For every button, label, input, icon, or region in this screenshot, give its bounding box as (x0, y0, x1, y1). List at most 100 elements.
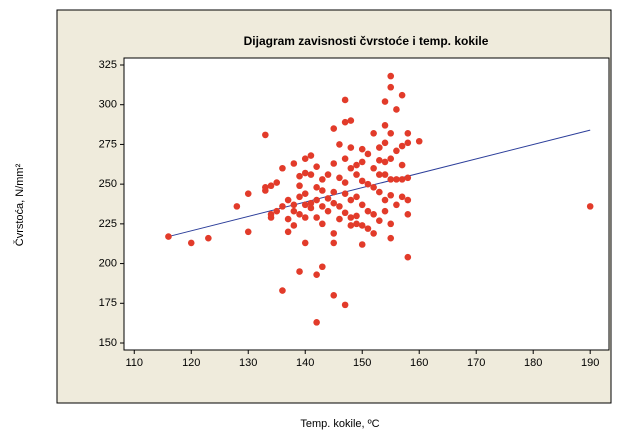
point (381, 196, 389, 204)
point (358, 201, 366, 209)
x-tick-label: 190 (581, 357, 599, 369)
point (370, 164, 377, 172)
x-tick-label: 150 (353, 357, 371, 369)
x-axis-label: Temp. kokile, ºC (300, 418, 379, 430)
point (404, 196, 412, 204)
point (370, 230, 377, 237)
x-tick-label: 120 (182, 357, 200, 369)
y-tick-label: 275 (99, 138, 117, 150)
point (330, 230, 338, 237)
point (324, 195, 332, 202)
point (398, 176, 406, 183)
point (233, 203, 241, 210)
point (381, 122, 389, 129)
point (290, 160, 298, 167)
point (358, 158, 366, 166)
point (330, 160, 338, 167)
point (381, 158, 389, 166)
point (387, 155, 395, 163)
point (313, 163, 320, 170)
point (404, 211, 412, 218)
point (330, 125, 338, 132)
point (319, 176, 326, 183)
point (341, 155, 349, 163)
point (296, 182, 303, 190)
point (307, 171, 315, 178)
y-tick-label: 175 (99, 297, 117, 309)
point (398, 142, 406, 150)
point (290, 201, 298, 209)
point (324, 171, 332, 178)
point (267, 182, 275, 190)
point (341, 118, 349, 126)
point (296, 268, 303, 275)
point (313, 214, 320, 221)
point (358, 177, 366, 185)
point (341, 209, 349, 217)
point (262, 131, 269, 139)
y-axis-label: Čvrstoća, N/mm² (13, 163, 26, 246)
point (301, 239, 309, 247)
point (347, 164, 355, 172)
point (330, 239, 338, 247)
point (347, 117, 355, 124)
point (187, 239, 195, 247)
x-tick-label: 170 (467, 357, 485, 369)
point (244, 228, 252, 236)
point (353, 161, 360, 169)
y-tick-label: 200 (99, 257, 117, 269)
point (290, 207, 298, 215)
point (353, 220, 360, 228)
point (586, 203, 594, 210)
point (284, 228, 292, 236)
point (324, 207, 332, 215)
point (290, 222, 298, 229)
point (319, 187, 326, 194)
point (341, 301, 349, 309)
point (353, 212, 360, 220)
point (404, 139, 412, 147)
point (319, 263, 326, 271)
point (376, 217, 383, 224)
point (284, 196, 292, 204)
point (364, 207, 372, 215)
point (387, 72, 395, 80)
point (364, 180, 372, 188)
point (313, 271, 320, 278)
point (296, 211, 303, 218)
point (279, 164, 286, 172)
x-tick-label: 140 (296, 357, 314, 369)
point (376, 157, 383, 164)
point (319, 203, 326, 210)
point (387, 191, 395, 199)
point (313, 319, 320, 326)
point (387, 83, 395, 91)
point (358, 145, 366, 153)
x-tick-label: 130 (239, 357, 257, 369)
point (301, 155, 309, 163)
point (387, 220, 395, 228)
point (398, 91, 406, 99)
x-tick-label: 180 (524, 357, 542, 369)
point (341, 179, 349, 186)
y-tick-label: 250 (99, 178, 117, 190)
point (381, 139, 389, 147)
point (336, 174, 343, 182)
point (370, 130, 377, 137)
point (273, 179, 281, 186)
point (393, 201, 400, 209)
point (313, 184, 320, 191)
point (244, 190, 252, 197)
point (381, 98, 389, 105)
point (313, 196, 320, 204)
point (358, 222, 366, 229)
point (404, 253, 412, 261)
point (387, 176, 395, 183)
y-tick-label: 325 (99, 59, 117, 71)
x-tick-label: 110 (125, 357, 143, 369)
y-tick-label: 150 (99, 337, 117, 349)
point (347, 222, 355, 229)
point (347, 196, 355, 204)
point (301, 169, 309, 177)
point (336, 141, 343, 148)
